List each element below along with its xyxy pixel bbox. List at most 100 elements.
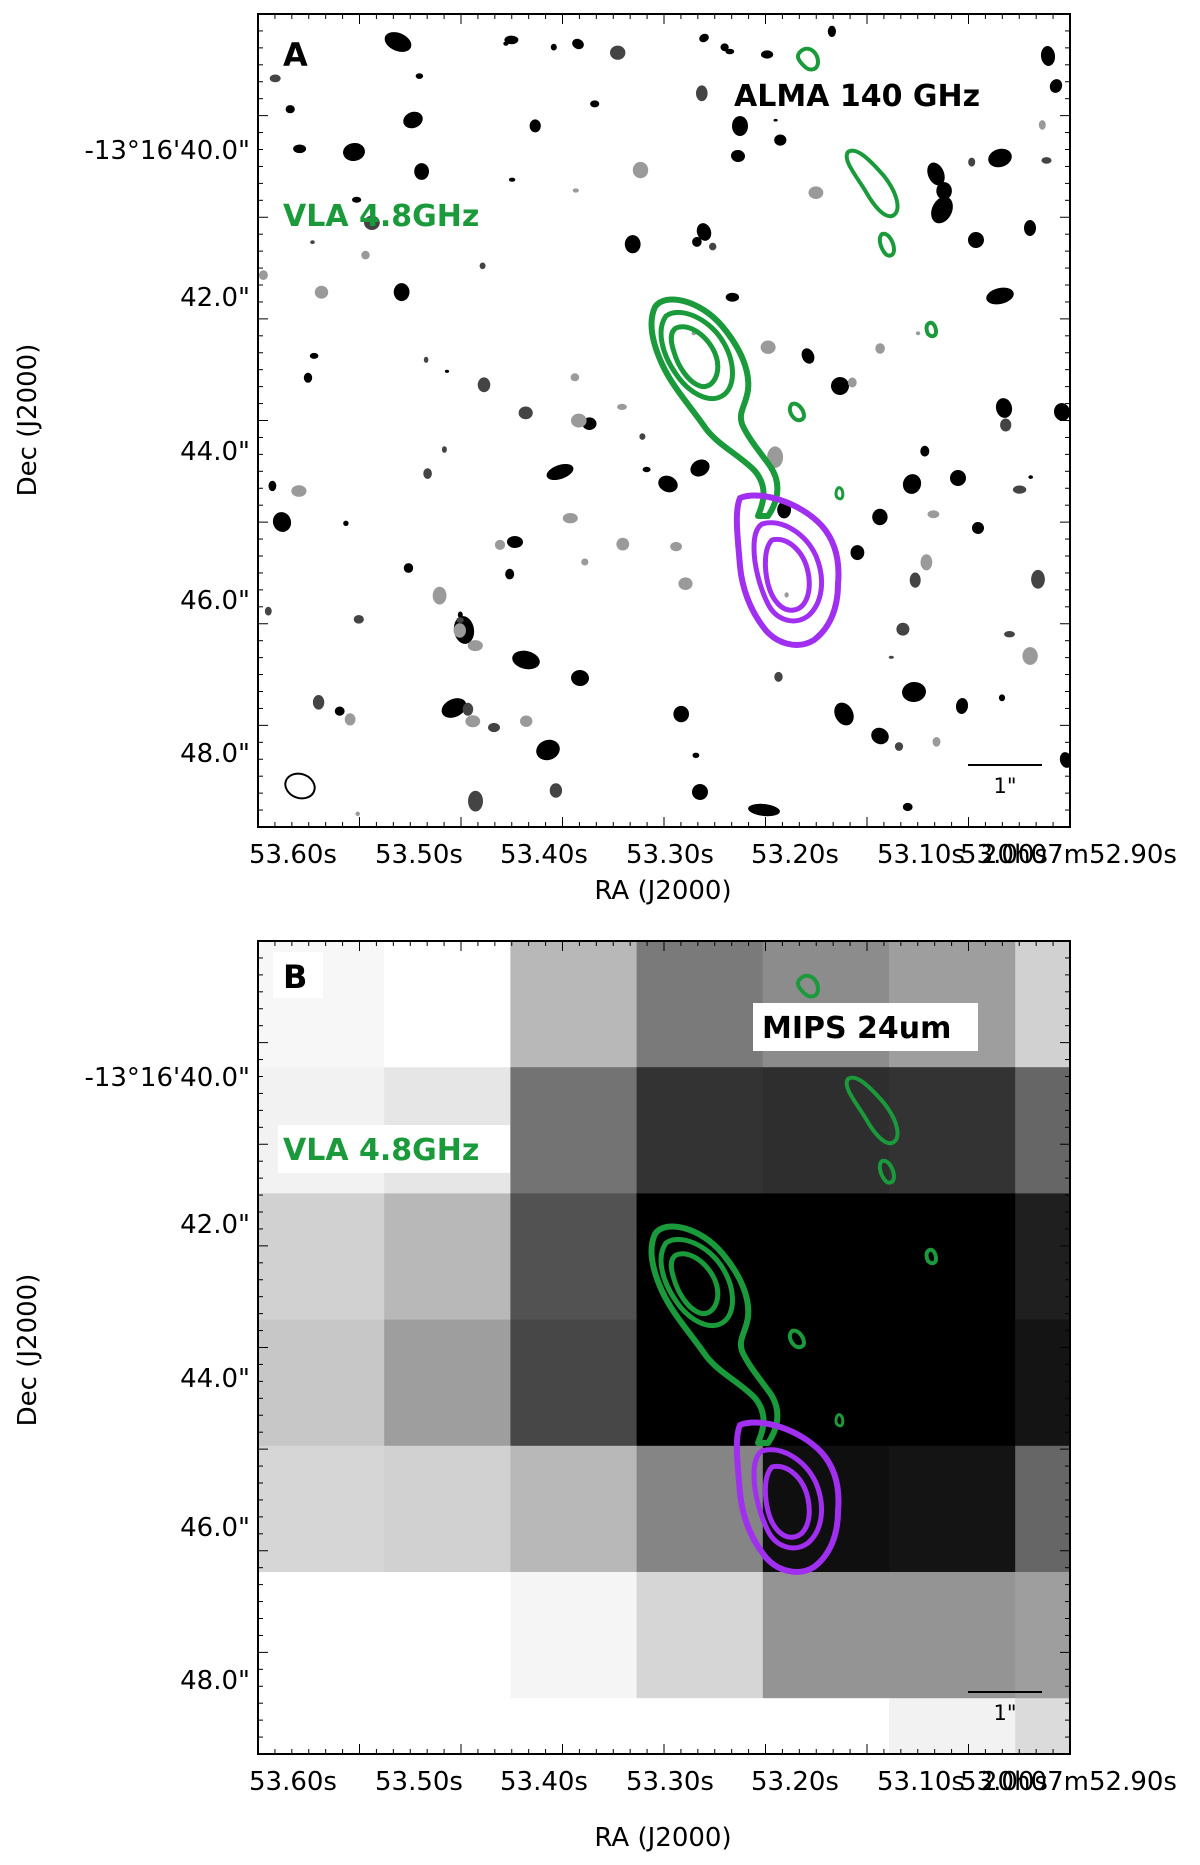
panel-b-letter-box — [273, 952, 323, 998]
mips-pixel — [762, 1193, 890, 1321]
noise-blob — [393, 283, 410, 302]
vla-contour — [844, 1075, 900, 1146]
noise-blob — [639, 433, 646, 440]
x-tick-label: 53.10s — [877, 840, 965, 870]
noise-blob — [968, 157, 976, 167]
noise-blob — [968, 232, 984, 248]
mips-pixel — [384, 1193, 511, 1321]
y-axis-label: Dec (J2000) — [13, 344, 43, 497]
noise-blob — [1024, 220, 1036, 236]
y-tick-label: -13°16'40.0" — [84, 1063, 250, 1093]
panel-b-ticks — [257, 940, 1071, 1755]
noise-blob — [732, 116, 748, 136]
y-tick-label: 46.0" — [180, 1513, 250, 1543]
noise-blob — [1040, 46, 1056, 66]
noise-blob — [562, 513, 578, 524]
noise-blob — [673, 705, 689, 723]
scale-bar-label: 1" — [993, 774, 1016, 798]
mips-pixel — [258, 1698, 385, 1754]
mips-pixel — [1015, 1445, 1070, 1573]
mips-pixel — [1015, 1067, 1070, 1194]
mips-pixel — [636, 1572, 764, 1699]
panel-a-ticks — [257, 13, 1071, 828]
noise-blob — [1041, 157, 1052, 164]
noise-blob — [453, 623, 466, 638]
noise-blob — [572, 188, 579, 193]
noise-blob — [696, 223, 712, 241]
noise-blob — [1022, 647, 1038, 665]
noise-blob — [827, 25, 837, 37]
noise-blob — [616, 537, 630, 551]
noise-blob — [1028, 475, 1033, 479]
mips-pixel — [1015, 1193, 1070, 1321]
image-label: MIPS 24um — [762, 1011, 951, 1046]
noise-blob — [444, 369, 450, 373]
noise-blob — [888, 655, 894, 659]
alma-contour — [751, 1447, 824, 1551]
noise-blob — [309, 352, 319, 359]
mips-pixel — [384, 941, 511, 1068]
vla-contour — [834, 486, 845, 501]
noise-blob — [801, 348, 815, 364]
noise-blob — [310, 240, 315, 245]
panel-b: B MIPS 24um VLA 4.8GHz 1" -13°16'40.0" 4… — [0, 930, 1200, 1865]
noise-blob — [508, 177, 516, 182]
noise-blob — [617, 403, 627, 410]
noise-blob — [291, 485, 307, 497]
noise-blob — [258, 270, 268, 280]
noise-blob — [632, 161, 649, 179]
noise-blob — [610, 45, 626, 60]
overlay-label: VLA 4.8GHz — [283, 1133, 479, 1168]
noise-blob — [1049, 79, 1063, 93]
mips-pixel — [258, 1193, 385, 1321]
mips-pixel — [384, 1698, 511, 1754]
noise-blob — [518, 406, 533, 420]
alma-contours — [733, 1419, 842, 1575]
mips-pixel — [510, 1193, 638, 1321]
mips-pixel — [636, 941, 764, 1068]
noise-blob — [343, 142, 365, 162]
noise-blob — [572, 38, 584, 50]
mips-pixel — [889, 1319, 1016, 1447]
alma-contour — [751, 520, 824, 624]
noise-blob — [915, 331, 921, 336]
x-tick-label: 53.50s — [375, 840, 463, 870]
noise-blob — [293, 144, 307, 154]
noise-blob — [761, 50, 774, 59]
noise-blob — [834, 702, 854, 726]
alma-contour — [762, 1463, 812, 1540]
mips-pixel — [889, 1445, 1016, 1573]
mips-pixel — [1015, 1319, 1070, 1447]
noise-blob — [894, 742, 904, 751]
vla-contour — [924, 320, 938, 339]
noise-blob — [268, 480, 277, 492]
noise-blob — [364, 215, 380, 230]
x-tick-label: 53.10s — [877, 1767, 965, 1797]
noise-blob — [909, 572, 921, 588]
noise-blob — [423, 356, 429, 363]
noise-blob — [972, 522, 984, 534]
noise-blob — [692, 752, 700, 758]
overlay-label-box — [278, 1125, 510, 1173]
noise-blob — [462, 702, 474, 716]
noise-blob — [550, 43, 557, 51]
noise-blob — [731, 149, 745, 163]
vla-contour — [844, 148, 900, 219]
noise-blob — [414, 163, 429, 180]
noise-blob — [512, 650, 540, 670]
vla-contour — [668, 324, 721, 390]
mips-pixel — [258, 1572, 385, 1699]
noise-blob — [503, 41, 509, 46]
mips-pixel — [1015, 1572, 1070, 1699]
panel-b-letter: B — [283, 958, 307, 996]
noise-blob — [590, 100, 600, 108]
y-tick-label: 46.0" — [180, 586, 250, 616]
x-tick-labels-a: 53.60s 53.50s 53.40s 53.30s 53.20s 53.10… — [249, 840, 1177, 870]
noise-blob — [479, 262, 486, 270]
noise-blob — [748, 803, 780, 817]
noise-blob — [936, 182, 952, 200]
x-tick-label: 53.20s — [751, 1767, 839, 1797]
noise-blob — [658, 475, 678, 493]
y-tick-labels-b: -13°16'40.0" 42.0" 44.0" 46.0" 48.0" — [84, 1063, 250, 1696]
noise-blob — [264, 606, 272, 616]
